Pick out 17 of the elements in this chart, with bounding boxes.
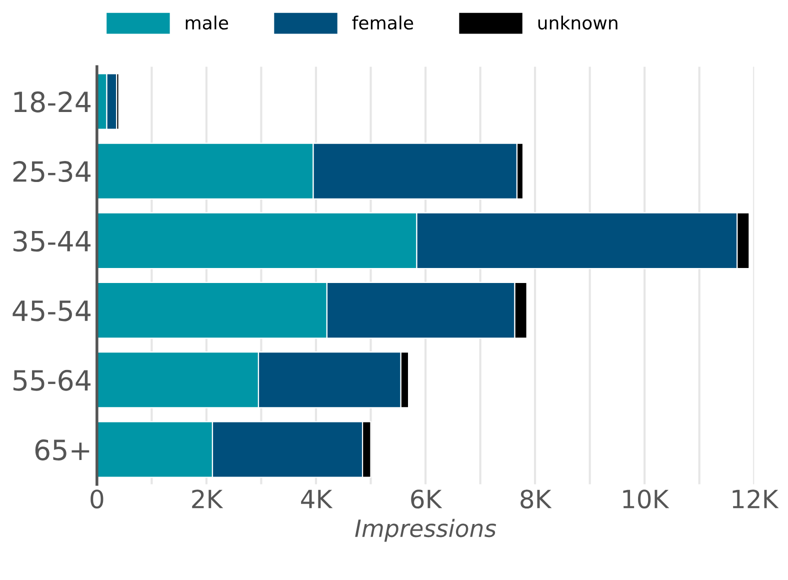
- legend-label: male: [186, 16, 228, 30]
- legend-label: female: [352, 16, 414, 30]
- x-tick-label: 10K: [623, 490, 670, 509]
- x-tick-label: 0: [90, 490, 104, 509]
- x-tick-label: 8K: [520, 490, 552, 509]
- x-tick-label: 2K: [192, 490, 224, 508]
- y-tick-label: 18-24: [14, 91, 91, 112]
- x-axis-title: Impressions: [355, 518, 496, 542]
- y-tick-label: 65+: [35, 439, 90, 460]
- y-tick-label: 45-54: [12, 300, 91, 322]
- y-tick-label: 25-34: [13, 161, 91, 182]
- x-tick-label: 4K: [301, 490, 333, 508]
- x-tick-label: 6K: [411, 490, 442, 509]
- x-tick-label: 12K: [732, 490, 779, 508]
- y-tick-label: 55-64: [13, 370, 91, 391]
- legend-label: unknown: [538, 16, 618, 30]
- y-tick-label: 35-44: [13, 230, 91, 252]
